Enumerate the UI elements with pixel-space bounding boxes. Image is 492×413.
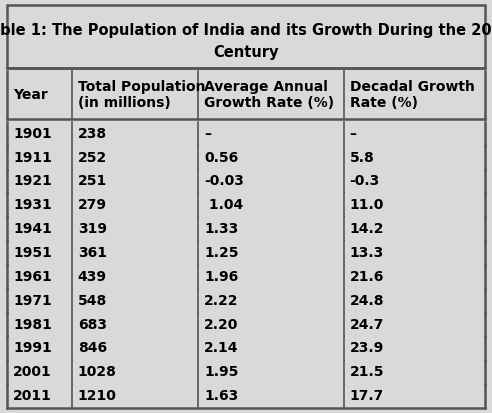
Text: 1.04: 1.04 <box>204 198 244 212</box>
Text: Year: Year <box>13 88 48 102</box>
Text: 1981: 1981 <box>13 318 52 332</box>
Text: 1.96: 1.96 <box>204 270 239 284</box>
Text: 279: 279 <box>78 198 107 212</box>
Text: Table 1: The Population of India and its Growth During the 20th: Table 1: The Population of India and its… <box>0 23 492 38</box>
Text: 2001: 2001 <box>13 365 52 379</box>
Bar <box>7 193 485 217</box>
Text: -0.3: -0.3 <box>350 174 380 188</box>
Text: 1.95: 1.95 <box>204 365 239 379</box>
Text: 2.20: 2.20 <box>204 318 239 332</box>
Text: 2.22: 2.22 <box>204 294 239 308</box>
Text: 361: 361 <box>78 246 107 260</box>
Text: 1961: 1961 <box>13 270 52 284</box>
Text: 846: 846 <box>78 342 107 356</box>
Text: 251: 251 <box>78 174 107 188</box>
Text: 1951: 1951 <box>13 246 52 260</box>
Bar <box>7 265 485 289</box>
Bar <box>7 122 485 146</box>
Text: Average Annual
Growth Rate (%): Average Annual Growth Rate (%) <box>204 80 334 110</box>
Text: 1971: 1971 <box>13 294 52 308</box>
Text: 1991: 1991 <box>13 342 52 356</box>
Text: 1210: 1210 <box>78 389 117 403</box>
Bar <box>7 170 485 193</box>
Text: 23.9: 23.9 <box>350 342 384 356</box>
Text: –: – <box>350 127 357 141</box>
Text: 2.14: 2.14 <box>204 342 239 356</box>
Bar <box>7 289 485 313</box>
Bar <box>7 5 485 68</box>
Text: Century: Century <box>213 45 279 60</box>
Bar <box>7 146 485 169</box>
Text: 24.8: 24.8 <box>350 294 384 308</box>
Text: 319: 319 <box>78 222 107 236</box>
Text: 0.56: 0.56 <box>204 151 239 165</box>
Text: –: – <box>204 127 211 141</box>
Text: 1901: 1901 <box>13 127 52 141</box>
Text: 21.6: 21.6 <box>350 270 384 284</box>
Text: -0.03: -0.03 <box>204 174 244 188</box>
Text: 1911: 1911 <box>13 151 52 165</box>
Text: 24.7: 24.7 <box>350 318 384 332</box>
Text: 1028: 1028 <box>78 365 117 379</box>
Bar <box>7 217 485 241</box>
Text: 1.25: 1.25 <box>204 246 239 260</box>
Text: 17.7: 17.7 <box>350 389 384 403</box>
Text: 252: 252 <box>78 151 107 165</box>
Text: 1921: 1921 <box>13 174 52 188</box>
Text: 5.8: 5.8 <box>350 151 374 165</box>
Text: 1.63: 1.63 <box>204 389 239 403</box>
Text: 1941: 1941 <box>13 222 52 236</box>
Bar <box>7 313 485 337</box>
Bar <box>7 337 485 360</box>
Text: 683: 683 <box>78 318 107 332</box>
Bar <box>7 241 485 265</box>
Text: 548: 548 <box>78 294 107 308</box>
Text: 14.2: 14.2 <box>350 222 384 236</box>
Text: Decadal Growth
Rate (%): Decadal Growth Rate (%) <box>350 80 475 110</box>
Text: 439: 439 <box>78 270 107 284</box>
Bar <box>7 360 485 384</box>
Bar <box>7 71 485 119</box>
Text: 21.5: 21.5 <box>350 365 384 379</box>
Text: 2011: 2011 <box>13 389 52 403</box>
Text: 1931: 1931 <box>13 198 52 212</box>
Text: 11.0: 11.0 <box>350 198 384 212</box>
Text: 1.33: 1.33 <box>204 222 239 236</box>
Text: 238: 238 <box>78 127 107 141</box>
Text: 13.3: 13.3 <box>350 246 384 260</box>
Bar <box>7 384 485 408</box>
Text: Total Population
(in millions): Total Population (in millions) <box>78 80 205 110</box>
